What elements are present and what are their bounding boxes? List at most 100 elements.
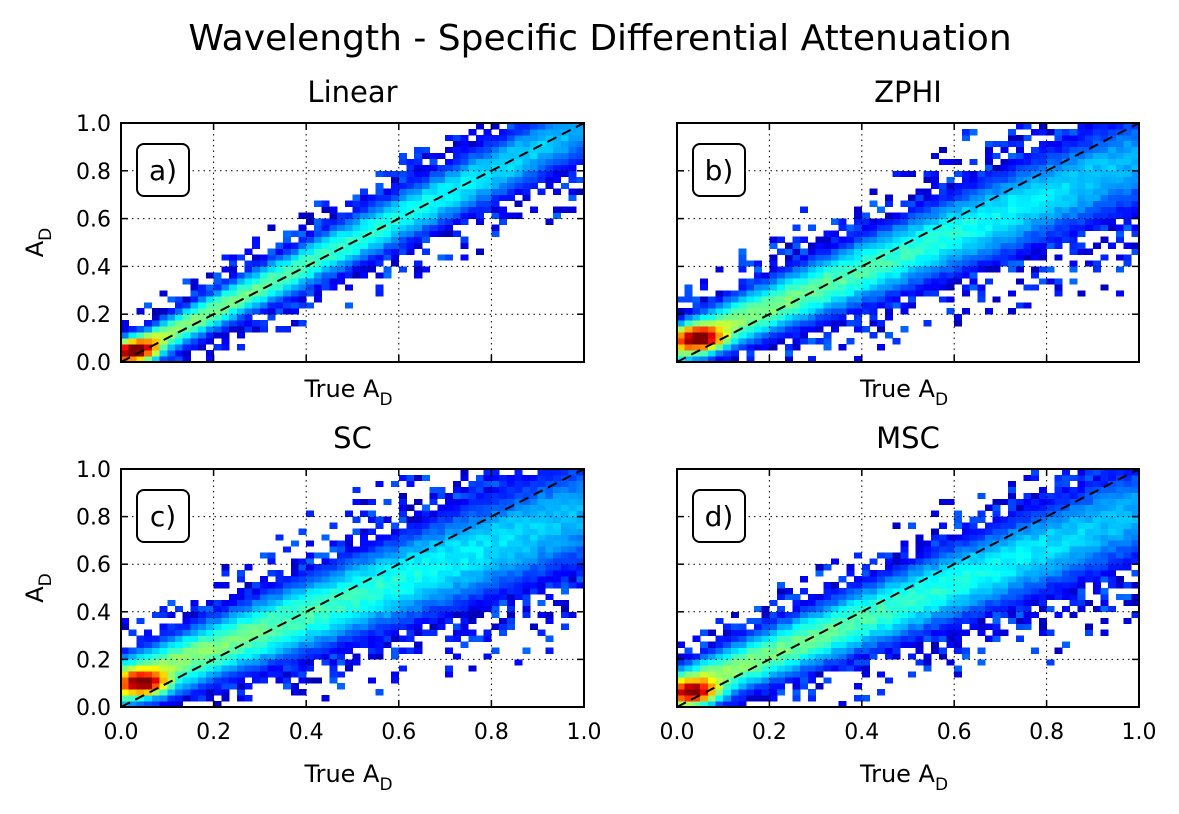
heatmap-cell: [306, 588, 315, 595]
heatmap-cell: [800, 665, 809, 672]
heatmap-cell: [1031, 152, 1040, 160]
heatmap-cell: [954, 623, 963, 630]
heatmap-cell: [190, 653, 199, 660]
heatmap-cell: [1131, 200, 1140, 207]
heatmap-cell: [761, 635, 770, 642]
heatmap-cell: [677, 296, 685, 303]
heatmap-cell: [128, 701, 137, 708]
heatmap-cell: [383, 558, 392, 565]
heatmap-cell: [437, 152, 446, 160]
heatmap-cell: [283, 629, 292, 636]
heatmap-cell: [1008, 266, 1017, 273]
heatmap-cell: [800, 248, 809, 255]
heatmap-cell: [1015, 146, 1024, 154]
heatmap-cell: [576, 140, 585, 148]
heatmap-cell: [1085, 146, 1094, 154]
heatmap-cell: [329, 248, 338, 255]
heatmap-cell: [151, 326, 160, 333]
heatmap-cell: [321, 236, 330, 243]
heatmap-cell: [961, 170, 970, 178]
heatmap-cell: [815, 326, 824, 333]
heatmap-cell: [398, 236, 407, 243]
heatmap-cell: [1077, 516, 1086, 523]
heatmap-cell: [769, 689, 778, 696]
heatmap-cell: [700, 671, 709, 678]
heatmap-cell: [861, 302, 870, 309]
heatmap-cell: [244, 695, 253, 702]
heatmap-cell: [344, 588, 353, 595]
heatmap-cell: [398, 605, 407, 613]
heatmap-cell: [1092, 540, 1101, 547]
heatmap-cell: [221, 570, 230, 577]
heatmap-cell: [1031, 284, 1040, 291]
heatmap-cell: [915, 635, 924, 642]
heatmap-cell: [537, 546, 546, 553]
heatmap-cell: [460, 498, 469, 505]
heatmap-cell: [259, 593, 268, 601]
heatmap-cell: [1069, 564, 1078, 571]
heatmap-cell: [144, 695, 153, 702]
heatmap-cell: [838, 236, 847, 243]
heatmap-cell: [545, 218, 554, 225]
heatmap-cell: [954, 248, 963, 255]
heatmap-cell: [499, 582, 508, 589]
heatmap-cell: [252, 582, 261, 589]
heatmap-cell: [723, 671, 732, 678]
heatmap-cell: [151, 314, 160, 321]
heatmap-cell: [421, 576, 430, 583]
heatmap-cell: [792, 665, 801, 672]
heatmap-cell: [352, 218, 361, 225]
heatmap-cell: [568, 492, 577, 500]
heatmap-cell: [452, 564, 461, 571]
heatmap-cell: [1131, 170, 1140, 178]
heatmap-cell: [1131, 504, 1140, 511]
heatmap-cell: [1023, 570, 1032, 577]
heatmap-cell: [954, 206, 963, 213]
heatmap-cell: [1123, 564, 1132, 571]
heatmap-cell: [815, 564, 824, 571]
heatmap-cell: [1046, 659, 1055, 666]
heatmap-cell: [1046, 516, 1055, 523]
heatmap-cell: [938, 498, 947, 505]
heatmap-cell: [545, 134, 554, 142]
heatmap-cell: [1069, 278, 1078, 285]
heatmap-cell: [213, 296, 222, 303]
heatmap-cell: [553, 480, 562, 488]
heatmap-cell: [1077, 182, 1086, 190]
heatmap-cell: [367, 647, 376, 654]
heatmap-cell: [198, 671, 207, 678]
heatmap-cell: [337, 599, 346, 607]
heatmap-cell: [190, 641, 199, 648]
heatmap-cell: [421, 564, 430, 571]
heatmap-cell: [144, 326, 153, 333]
heatmap-cell: [136, 689, 145, 696]
heatmap-cell: [344, 302, 353, 309]
heatmap-cell: [290, 635, 299, 642]
heatmap-cell: [715, 302, 724, 309]
heatmap-cell: [784, 332, 793, 339]
heatmap-cell: [452, 588, 461, 595]
heatmap-cell: [1123, 182, 1132, 190]
heatmap-cell: [475, 492, 484, 500]
heatmap-cell: [1077, 248, 1086, 255]
heatmap-cell: [1062, 182, 1070, 190]
heatmap-cell: [375, 558, 384, 565]
heatmap-cell: [229, 308, 238, 315]
heatmap-cell: [954, 546, 963, 553]
heatmap-cell: [375, 635, 384, 642]
heatmap-cell: [1000, 260, 1009, 267]
heatmap-cell: [800, 623, 809, 630]
heatmap-cell: [491, 224, 500, 231]
heatmap-cell: [738, 683, 747, 690]
heatmap-cell: [1054, 206, 1063, 213]
heatmap-cell: [514, 134, 523, 142]
heatmap-cell: [931, 629, 940, 636]
heatmap-cell: [298, 272, 307, 279]
heatmap-cell: [514, 546, 523, 553]
heatmap-cell: [777, 338, 786, 345]
heatmap-cell: [1085, 188, 1094, 195]
heatmap-cell: [784, 593, 793, 601]
heatmap-cell: [892, 212, 901, 219]
heatmap-cell: [514, 552, 523, 559]
heatmap-cell: [869, 248, 878, 255]
